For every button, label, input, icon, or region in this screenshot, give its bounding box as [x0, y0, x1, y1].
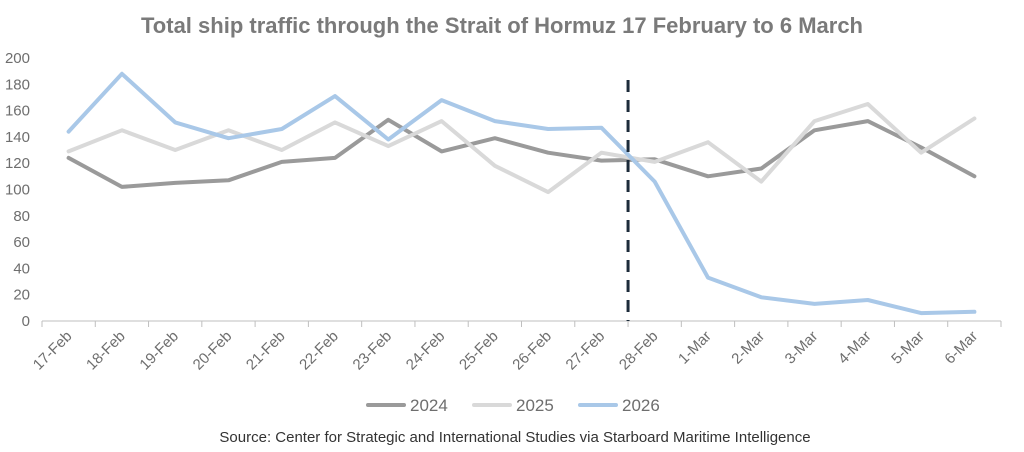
x-tick-label: 22-Feb: [296, 328, 342, 374]
x-tick-label: 20-Feb: [190, 328, 236, 374]
x-axis-ticks: 17-Feb 18-Feb 19-Feb 20-Feb 21-Feb 22-Feb 23-F…: [30, 328, 981, 374]
legend-label-2026: 2026: [622, 396, 660, 415]
y-tick-label: 40: [13, 260, 30, 277]
x-tick-label: 25-Feb: [456, 328, 502, 374]
y-tick-label: 140: [5, 129, 30, 146]
y-tick-label: 100: [5, 182, 30, 199]
x-tick-label: 21-Feb: [243, 328, 289, 374]
legend-label-2025: 2025: [516, 396, 554, 415]
x-tick-label: 26-Feb: [509, 328, 555, 374]
y-tick-label: 80: [13, 208, 30, 225]
y-tick-label: 20: [13, 287, 30, 304]
chart-title: Total ship traffic through the Strait of…: [141, 13, 863, 38]
series-line-2024: [66, 117, 977, 189]
legend: 2024 2025 2026: [366, 396, 660, 415]
x-tick-label: 1-Mar: [675, 328, 715, 368]
x-tick-label: 2-Mar: [728, 328, 768, 368]
y-tick-label: 0: [22, 313, 30, 330]
legend-label-2024: 2024: [410, 396, 448, 415]
x-tick-label: 5-Mar: [888, 328, 928, 368]
x-tick-label: 23-Feb: [350, 328, 396, 374]
x-tick-label: 27-Feb: [563, 328, 609, 374]
y-tick-label: 60: [13, 234, 30, 251]
source-note: Source: Center for Strategic and Interna…: [219, 429, 810, 446]
y-tick-label: 200: [5, 50, 30, 67]
y-tick-label: 160: [5, 103, 30, 120]
series-line-2025: [66, 102, 977, 195]
x-tick-label: 19-Feb: [136, 328, 182, 374]
y-axis-ticks: 0 20 40 60 80 100 120 140 160 180 200: [5, 50, 30, 330]
series-line-2026: [66, 71, 977, 316]
x-tick-label: 28-Feb: [616, 328, 662, 374]
x-tick-label: 18-Feb: [83, 328, 129, 374]
x-tick-label: 3-Mar: [782, 328, 822, 368]
x-tick-label: 6-Mar: [941, 328, 981, 368]
x-tick-label: 4-Mar: [835, 328, 875, 368]
y-tick-label: 120: [5, 155, 30, 172]
plot-area: [41, 71, 1002, 327]
y-tick-label: 180: [5, 76, 30, 93]
x-tick-label: 24-Feb: [403, 328, 449, 374]
x-tick-label: 17-Feb: [30, 328, 76, 374]
